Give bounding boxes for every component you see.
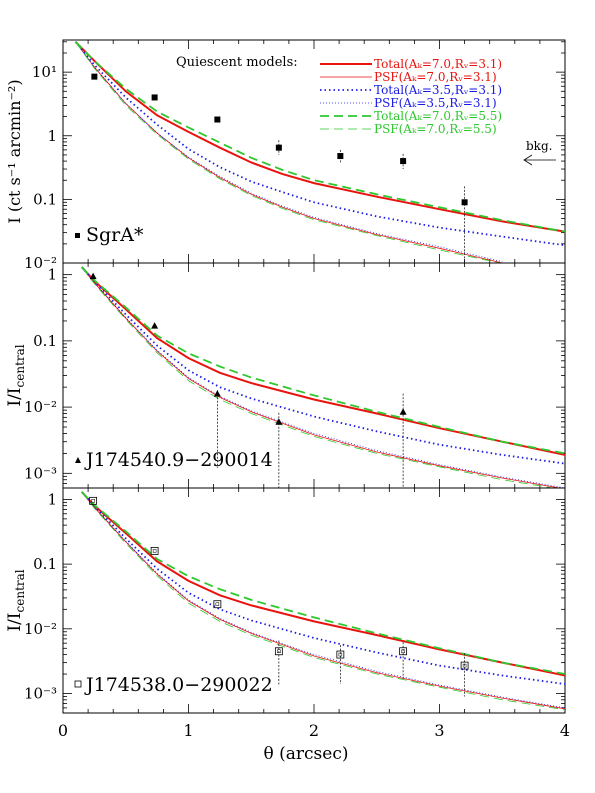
data-point	[399, 408, 407, 415]
legend-label: PSF(Aₖ=7.0,Rᵥ=5.5)	[374, 122, 497, 136]
y-tick-label: 10⁻³	[24, 464, 57, 482]
legend-label: Total(Aₖ=3.5,Rᵥ=3.1)	[374, 83, 502, 97]
x-tick-label: 3	[434, 721, 444, 740]
series-line	[75, 41, 503, 263]
series-line	[81, 491, 565, 675]
y-tick-label: 0.1	[33, 332, 57, 350]
panel-j174538: 10⁻³ 10⁻² 0.1 1 I/Icentral J174538.0−290022 0 1…	[5, 487, 570, 764]
y-tick-label: 1	[47, 266, 57, 284]
source-label: J174538.0−290022	[84, 674, 273, 696]
data-point	[461, 199, 468, 206]
data-point	[151, 322, 159, 329]
series-line	[81, 491, 565, 685]
source-label: SgrA*	[86, 224, 144, 246]
series-line	[81, 491, 565, 710]
legend-marker	[74, 680, 82, 688]
y-tick-label: 1	[47, 127, 57, 145]
data-point	[91, 73, 98, 80]
data-point	[275, 418, 283, 425]
y-axis-label: I/Icentral	[5, 344, 27, 406]
legend-marker	[75, 233, 80, 238]
y-tick-label: 10⁻²	[24, 398, 57, 416]
y-tick-label: 10⁻²	[24, 620, 57, 638]
y-axis-label: I (ct s⁻¹ arcmin⁻²)	[5, 79, 24, 223]
data-point	[151, 94, 158, 101]
legend-title: Quiescent models:	[176, 55, 298, 70]
data-point	[213, 390, 221, 397]
legend-label: PSF(Aₖ=7.0,Rᵥ=3.1)	[374, 70, 497, 84]
series-line	[81, 266, 565, 455]
x-axis-label: θ (arcsec)	[264, 744, 349, 764]
legend-label: Total(Aₖ=7.0,Rᵥ=5.5)	[374, 109, 502, 123]
series-line	[81, 266, 556, 488]
x-tick-label: 2	[309, 721, 319, 740]
series-line	[75, 41, 502, 263]
series-line	[81, 266, 565, 488]
legend-label: PSF(Aₖ=3.5,Rᵥ=3.1)	[374, 96, 497, 110]
data-point	[399, 647, 408, 656]
data-point	[400, 158, 407, 165]
series-line	[81, 266, 565, 465]
data-point	[274, 647, 283, 656]
y-tick-label: 10⁻³	[24, 685, 57, 703]
legend-marker	[75, 457, 81, 463]
panel-sgra: 10⁻² 0.1 1 10¹ I (ct s⁻¹ arcmin⁻²) SgrA* Quies…	[5, 39, 566, 272]
data-point	[337, 153, 344, 160]
x-tick-label: 1	[183, 721, 193, 740]
data-point	[89, 496, 98, 505]
data-point	[336, 650, 345, 659]
model-curves	[74, 41, 565, 263]
y-axis-label: I/Icentral	[5, 569, 27, 631]
series-line	[81, 491, 565, 709]
source-label: J174540.9−290014	[84, 449, 273, 471]
bkg-arrow-head	[523, 154, 533, 166]
y-tick-label: 10⁻²	[24, 254, 57, 272]
series-line	[75, 41, 503, 263]
x-tick-label: 0	[58, 721, 68, 740]
data-point	[214, 116, 221, 123]
series-line	[74, 41, 565, 233]
series-line	[74, 41, 565, 233]
panel-j174540: 10⁻³ 10⁻² 0.1 1 I/Icentral J174540.9−290014	[5, 262, 566, 489]
series-line	[81, 491, 565, 677]
x-tick-label: 4	[560, 721, 570, 740]
legend-label: Total(Aₖ=7.0,Rᵥ=3.1)	[374, 57, 502, 71]
data-point	[275, 144, 282, 151]
data-point	[150, 546, 159, 555]
data-point	[213, 600, 222, 609]
data-point	[460, 661, 469, 670]
series-line	[81, 266, 562, 488]
y-tick-label: 1	[47, 490, 57, 508]
y-tick-label: 10¹	[32, 63, 57, 81]
series-line	[81, 266, 565, 456]
model-curves	[81, 491, 565, 711]
bkg-label: bkg.	[526, 139, 552, 153]
y-tick-label: 0.1	[33, 190, 57, 208]
model-curves	[81, 266, 565, 488]
data-point	[89, 272, 97, 280]
y-tick-label: 0.1	[33, 555, 57, 573]
series-line	[81, 491, 565, 711]
